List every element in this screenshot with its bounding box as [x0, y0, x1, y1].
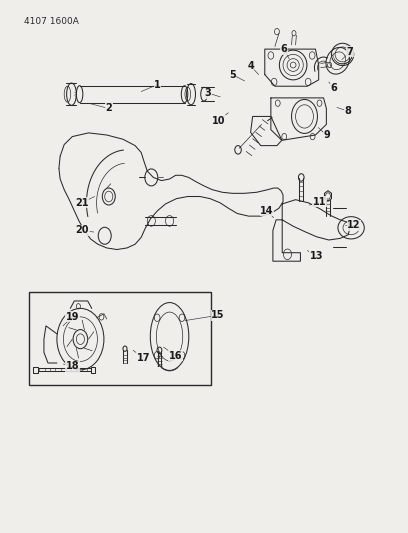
Text: 20: 20 [75, 225, 89, 236]
Text: 13: 13 [310, 251, 324, 261]
Text: 2: 2 [105, 103, 112, 114]
Text: 16: 16 [169, 351, 182, 361]
Text: 14: 14 [260, 206, 273, 216]
Text: 12: 12 [347, 220, 361, 230]
Text: 4107 1600A: 4107 1600A [24, 17, 79, 26]
Text: 3: 3 [205, 88, 211, 98]
Text: 6: 6 [281, 44, 288, 54]
Text: 5: 5 [229, 70, 236, 79]
Text: 9: 9 [323, 130, 330, 140]
Text: 17: 17 [136, 353, 150, 362]
Text: 11: 11 [313, 197, 326, 207]
Text: 4: 4 [247, 61, 254, 71]
Text: 19: 19 [66, 312, 79, 322]
Bar [33, 367, 38, 373]
Text: 10: 10 [212, 116, 225, 126]
Text: 15: 15 [211, 310, 225, 320]
Text: 8: 8 [344, 106, 351, 116]
Text: 21: 21 [75, 198, 89, 208]
Bar [91, 367, 95, 373]
Text: 6: 6 [330, 83, 337, 93]
Bar [29, 293, 211, 385]
Text: 1: 1 [154, 79, 161, 90]
Text: 7: 7 [346, 47, 353, 56]
Text: 18: 18 [66, 361, 79, 371]
